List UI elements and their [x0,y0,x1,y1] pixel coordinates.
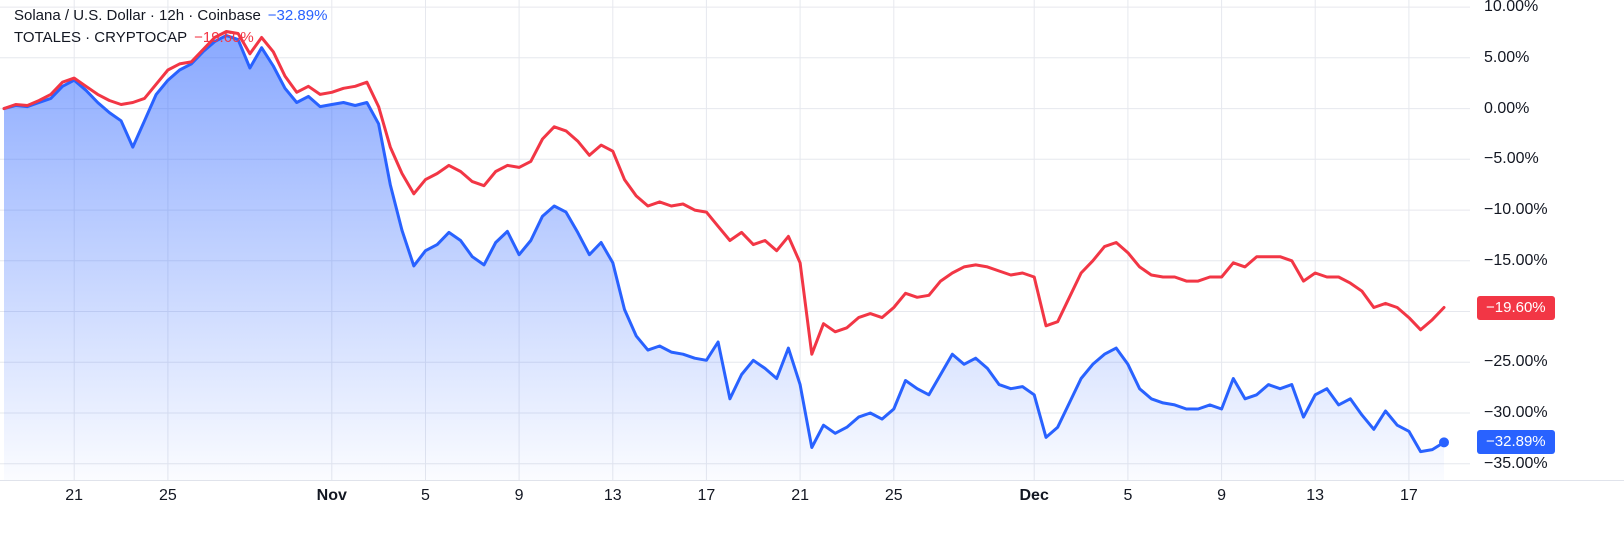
y-axis-label: −15.00% [1484,251,1548,269]
time-axis[interactable]: 21 25 Nov 5 9 13 17 21 25 Dec 5 9 13 17 [0,480,1624,537]
x-axis-label: 5 [1123,487,1133,504]
solana-last-point-marker [1439,437,1449,448]
y-axis-label: −35.00% [1484,454,1548,472]
y-axis-label: −25.00% [1484,353,1548,371]
main-series-change: −32.89% [267,7,328,24]
compare-series-change: −19.60% [194,29,254,46]
x-axis-label: 5 [421,487,430,504]
y-axis-label: −30.00% [1484,404,1548,421]
x-axis-label: 9 [1217,487,1227,504]
y-axis-label: −5.00% [1484,150,1539,168]
legend-row-main[interactable]: Solana / U.S. Dollar · 12h · Coinbase −32… [14,5,327,27]
solana-line [2,34,1446,454]
totales-line [2,30,1446,356]
x-axis-label: 21 [65,487,84,504]
x-axis-label: 13 [1306,487,1325,504]
price-pane[interactable]: Solana / U.S. Dollar · 12h · Coinbase −32… [0,0,1470,480]
legend-row-compare[interactable]: TOTALES · CRYPTOCAP −19.60% [14,27,327,49]
y-axis-label: 5.00% [1484,48,1530,66]
y-axis-label: 0.00% [1484,99,1530,117]
x-axis-label: 13 [603,487,622,504]
x-axis-label: 9 [514,487,524,504]
x-axis-label: 17 [1399,487,1418,504]
solana-area-fill [4,35,1444,480]
y-axis-label: 10.00% [1484,0,1539,16]
x-axis-label: 17 [697,487,716,504]
main-series-title: Solana / U.S. Dollar · 12h · Coinbase [14,7,261,24]
compare-series-title: TOTALES · CRYPTOCAP [14,29,188,46]
x-axis-label: 21 [791,487,809,504]
price-badge-totales: −19.60% [1477,295,1555,320]
price-badge-solana: −32.89% [1477,430,1555,455]
x-axis-label: Nov [316,487,347,504]
x-axis-label: 25 [884,487,903,504]
x-axis-label: 25 [158,487,177,504]
price-chart-canvas[interactable] [0,0,1470,480]
price-axis[interactable]: 10.00% 5.00% 0.00% −5.00% −10.00% −15.00% −25.… [1470,0,1624,481]
y-axis-label: −10.00% [1484,201,1548,219]
x-axis-label: Dec [1019,487,1049,504]
legend: Solana / U.S. Dollar · 12h · Coinbase −32… [14,5,327,49]
